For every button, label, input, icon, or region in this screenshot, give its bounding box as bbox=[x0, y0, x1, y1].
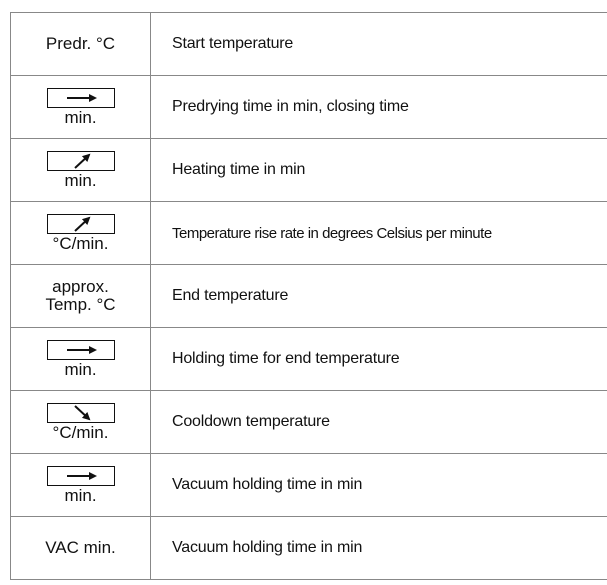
arrow-right-icon bbox=[46, 339, 115, 360]
symbol: °C/min. bbox=[52, 233, 109, 253]
symbol: min. bbox=[64, 485, 97, 505]
description: Temperature rise rate in degrees Celsius… bbox=[150, 201, 607, 265]
symbol-cell: min. bbox=[10, 138, 151, 202]
description: Vacuum holding time in min bbox=[150, 516, 607, 580]
symbol: °C/min. bbox=[52, 422, 109, 442]
row: °C/min. Cooldown temperature bbox=[10, 390, 607, 454]
symbol-cell: °C/min. bbox=[10, 201, 151, 265]
description: End temperature bbox=[150, 264, 607, 328]
description: Start temperature bbox=[150, 12, 607, 76]
symbol-cell: °C/min. bbox=[10, 390, 151, 454]
description: Vacuum holding time in min bbox=[150, 453, 607, 517]
description: Cooldown temperature bbox=[150, 390, 607, 454]
symbol: VAC min. bbox=[10, 516, 151, 580]
description: Holding time for end temperature bbox=[150, 327, 607, 391]
legend-table: Predr. °C Start temperature min. Predryi… bbox=[10, 12, 607, 580]
row: °C/min. Temperature rise rate in degrees… bbox=[10, 201, 607, 265]
symbol-cell: min. bbox=[10, 327, 151, 391]
symbol: min. bbox=[64, 359, 97, 379]
row: VAC min. Vacuum holding time in min bbox=[10, 516, 607, 580]
arrow-up-icon bbox=[46, 150, 115, 171]
symbol-line: Temp. °C bbox=[45, 295, 116, 314]
row: min. Vacuum holding time in min bbox=[10, 453, 607, 517]
arrow-right-icon bbox=[46, 465, 115, 486]
row: Predr. °C Start temperature bbox=[10, 12, 607, 76]
row: min. Holding time for end temperature bbox=[10, 327, 607, 391]
symbol: Predr. °C bbox=[10, 12, 151, 76]
symbol-cell: min. bbox=[10, 75, 151, 139]
description: Predrying time in min, closing time bbox=[150, 75, 607, 139]
description: Heating time in min bbox=[150, 138, 607, 202]
symbol-line: approx. bbox=[52, 277, 109, 296]
row: min. Heating time in min bbox=[10, 138, 607, 202]
symbol: min. bbox=[64, 170, 97, 190]
row: min. Predrying time in min, closing time bbox=[10, 75, 607, 139]
arrow-down-icon bbox=[46, 402, 115, 423]
arrow-right-icon bbox=[46, 87, 115, 108]
row: approx. Temp. °C End temperature bbox=[10, 264, 607, 328]
symbol-cell: min. bbox=[10, 453, 151, 517]
symbol: min. bbox=[64, 107, 97, 127]
arrow-up-icon bbox=[46, 213, 115, 234]
symbol-cell: approx. Temp. °C bbox=[10, 264, 151, 328]
